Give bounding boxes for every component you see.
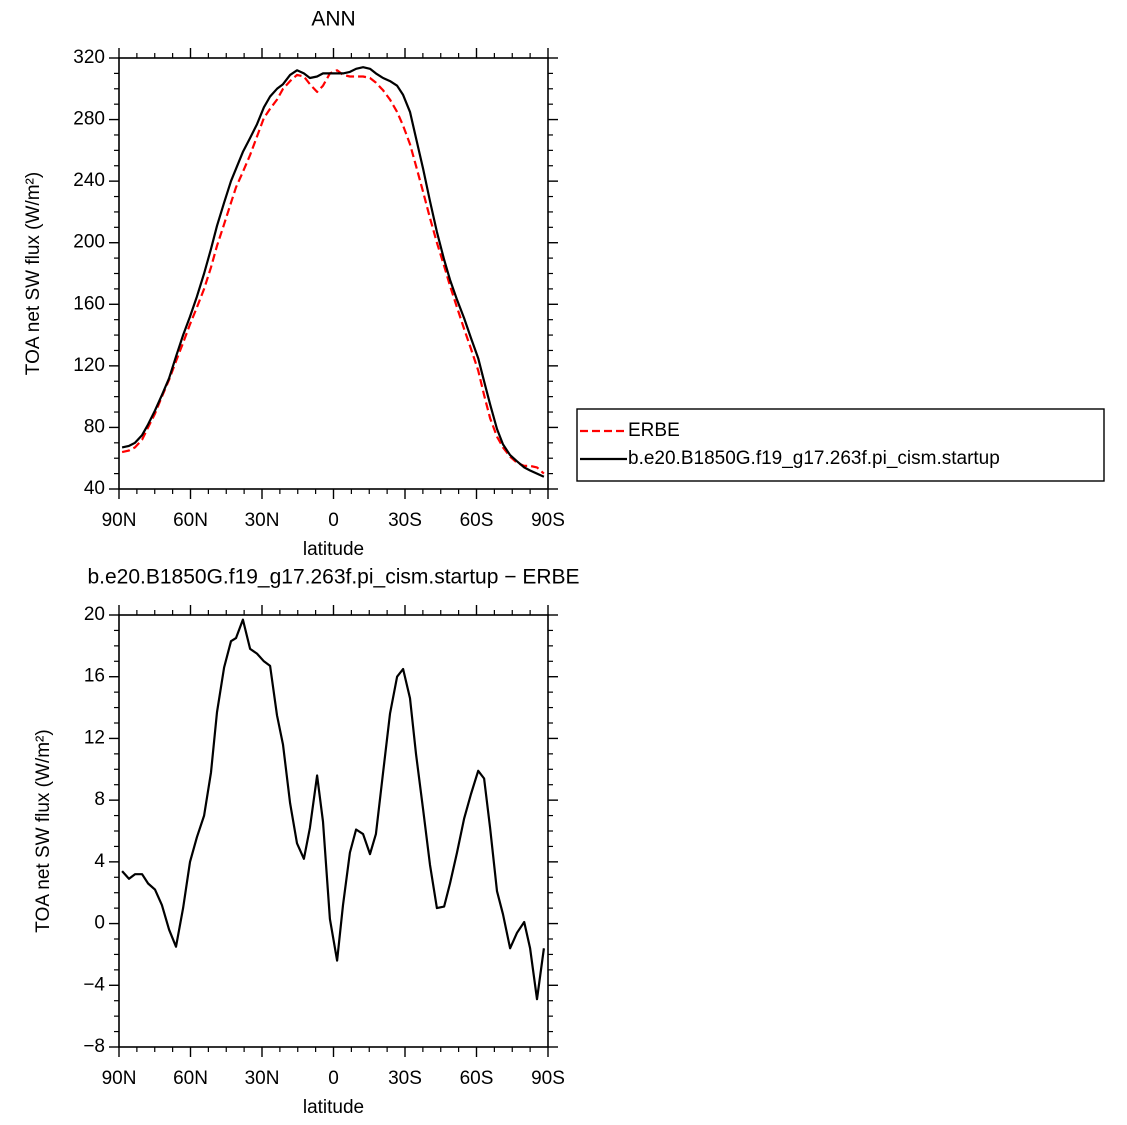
y-axis-label: TOA net SW flux (W/m²) <box>23 172 44 375</box>
y-tick-label: −8 <box>83 1036 105 1057</box>
y-tick-label: 16 <box>84 666 105 687</box>
y-tick-label: 200 <box>73 232 105 253</box>
x-tick-label: 60N <box>173 1068 208 1089</box>
legend-label: ERBE <box>628 420 680 441</box>
y-tick-label: 320 <box>73 47 105 68</box>
plot-frame <box>118 614 549 1048</box>
x-tick-label: 90S <box>531 1068 565 1089</box>
y-tick-label: 8 <box>94 789 105 810</box>
y-tick-label: 20 <box>84 604 105 625</box>
y-tick-label: 120 <box>73 355 105 376</box>
y-tick-label: 80 <box>84 416 105 437</box>
x-tick-label: 30S <box>388 1068 422 1089</box>
y-axis-label: TOA net SW flux (W/m²) <box>33 729 54 932</box>
y-tick-label: 12 <box>84 727 105 748</box>
y-tick-label: −4 <box>83 974 105 995</box>
x-tick-label: 90N <box>102 510 137 531</box>
x-tick-label: 30S <box>388 510 422 531</box>
legend-box <box>576 408 1105 482</box>
y-tick-label: 160 <box>73 293 105 314</box>
chart-title: ANN <box>311 8 355 31</box>
plot-frame <box>118 57 549 490</box>
chart-title: b.e20.B1850G.f19_g17.263f.pi_cism.startu… <box>87 566 579 589</box>
legend-label: b.e20.B1850G.f19_g17.263f.pi_cism.startu… <box>628 448 1000 469</box>
y-tick-label: 4 <box>94 851 105 872</box>
x-tick-label: 0 <box>328 510 339 531</box>
x-tick-label: 30N <box>245 1068 280 1089</box>
x-tick-label: 30N <box>245 510 280 531</box>
y-tick-label: 0 <box>94 913 105 934</box>
data-line <box>121 66 545 478</box>
x-axis-label: latitude <box>303 539 364 560</box>
x-tick-label: 60S <box>460 1068 494 1089</box>
y-tick-label: 40 <box>84 478 105 499</box>
data-line <box>121 69 545 475</box>
y-tick-label: 240 <box>73 170 105 191</box>
x-tick-label: 90S <box>531 510 565 531</box>
x-axis-label: latitude <box>303 1097 364 1118</box>
data-line <box>121 618 545 1001</box>
x-tick-label: 0 <box>328 1068 339 1089</box>
x-tick-label: 60N <box>173 510 208 531</box>
x-tick-label: 60S <box>460 510 494 531</box>
x-tick-label: 90N <box>102 1068 137 1089</box>
y-tick-label: 280 <box>73 109 105 130</box>
